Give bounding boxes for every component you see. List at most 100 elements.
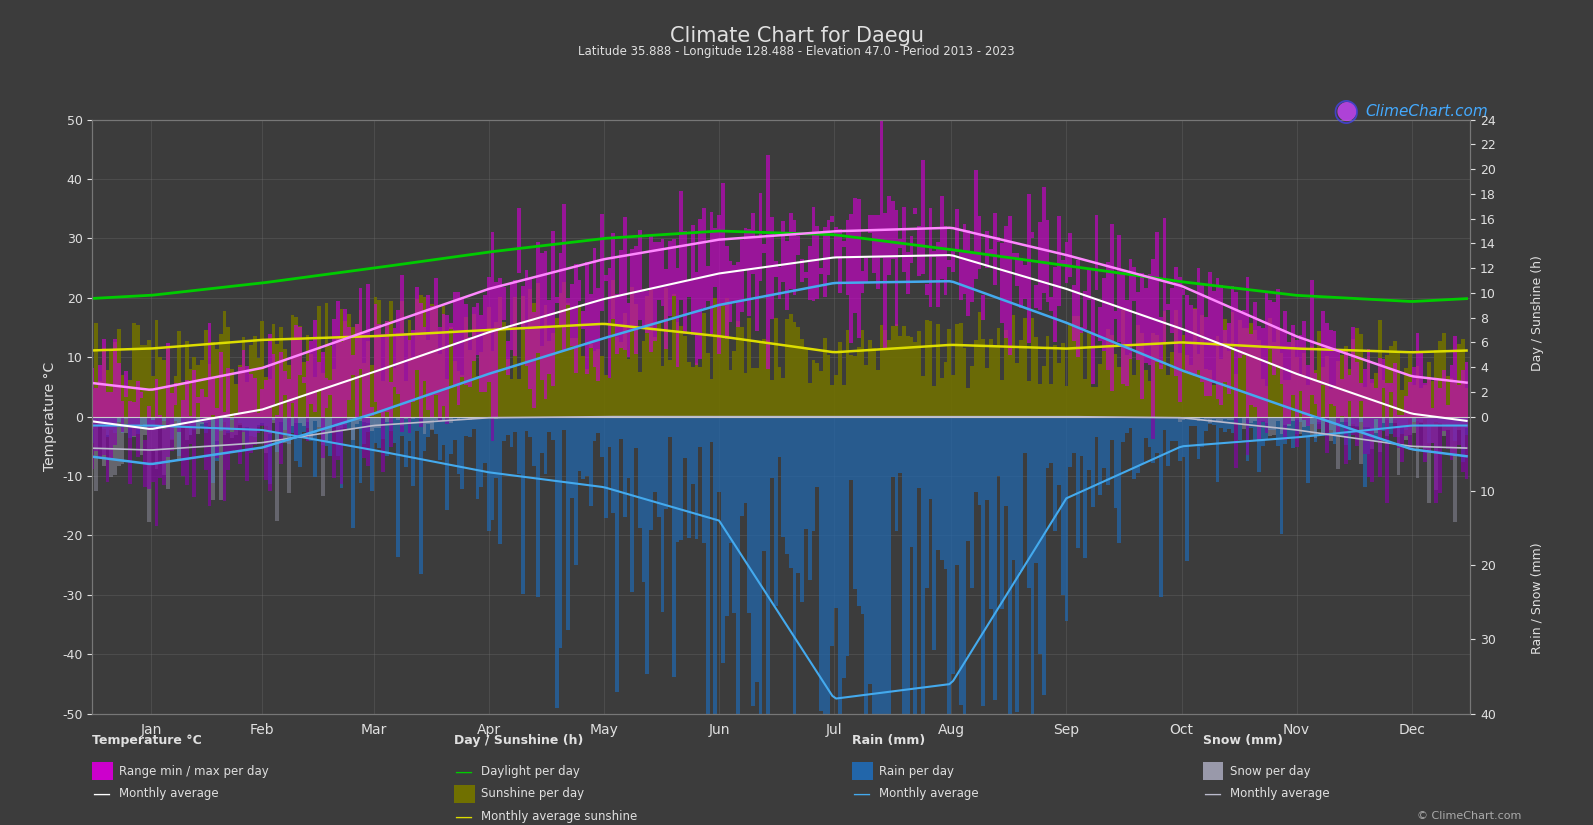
Bar [1053,346,1058,417]
Bar [1133,267,1136,301]
Bar [1091,387,1094,417]
Bar [1284,311,1287,417]
Bar [1405,417,1408,440]
Bar [381,334,386,417]
Bar [1136,325,1141,417]
Bar [185,342,188,417]
Bar [1416,417,1419,421]
Bar [276,417,279,521]
Bar [1306,417,1309,426]
Bar [99,381,102,417]
Bar [1423,383,1427,417]
Bar [656,323,661,417]
Bar [926,417,929,588]
Bar [623,417,626,517]
Bar [1295,417,1298,434]
Bar [785,319,789,417]
Bar [739,417,744,516]
Bar [110,417,113,430]
Bar [1287,417,1290,438]
Bar [468,337,472,387]
Bar [405,417,408,419]
Bar [242,350,245,417]
Bar [675,268,680,366]
Bar [645,291,650,332]
Bar [487,277,491,382]
Bar [581,311,585,328]
Bar [642,417,645,582]
Bar [992,417,997,700]
Bar [140,392,143,398]
Bar [1257,417,1260,440]
Bar [155,417,158,526]
Bar [1086,417,1091,470]
Bar [166,417,170,420]
Bar [188,417,193,436]
Bar [268,417,272,434]
Bar [1273,417,1276,431]
Bar [1158,417,1163,596]
Bar [1185,295,1188,370]
Bar [1458,344,1461,417]
Bar [328,417,331,455]
Bar [675,322,680,417]
Bar [1219,417,1223,427]
Bar [1182,417,1185,420]
Bar [948,260,951,267]
Bar [94,388,99,417]
Bar [1431,417,1434,426]
Bar [1083,417,1086,558]
Bar [472,417,476,418]
Bar [158,415,162,417]
Bar [808,383,811,417]
Text: Temperature °C: Temperature °C [92,734,202,747]
Bar [744,417,747,503]
Bar [105,370,110,417]
Bar [1389,383,1392,392]
Bar [298,417,303,467]
Bar [1144,288,1147,363]
Bar [841,385,846,417]
Bar [212,342,215,417]
Bar [1058,417,1061,485]
Bar [524,417,529,418]
Bar [860,271,865,293]
Bar [1260,328,1265,417]
Bar [766,155,769,369]
Bar [245,417,249,482]
Bar [1012,417,1015,560]
Bar [578,306,581,417]
Bar [706,417,709,825]
Bar [121,375,124,417]
Bar [620,250,623,348]
Bar [769,217,774,318]
Bar [1004,417,1008,506]
Bar [124,417,129,419]
Bar [959,323,962,417]
Bar [1212,291,1215,383]
Bar [226,417,231,470]
Bar [427,340,430,417]
Bar [1303,417,1306,437]
Bar [984,368,989,417]
Bar [419,417,422,419]
Bar [1321,417,1325,434]
Bar [1125,355,1129,417]
Bar [1246,277,1249,417]
Bar [1034,285,1039,308]
Bar [898,238,902,248]
Bar [777,367,782,417]
Bar [932,251,937,257]
Bar [223,417,226,422]
Bar [562,282,566,417]
Bar [446,417,449,424]
Bar [1257,340,1260,417]
Bar [1446,417,1450,449]
Bar [1015,417,1020,713]
Bar [309,417,314,441]
Bar [1389,346,1392,417]
Bar [607,417,612,447]
Bar [1008,347,1012,417]
Bar [457,371,460,417]
Bar [518,417,521,418]
